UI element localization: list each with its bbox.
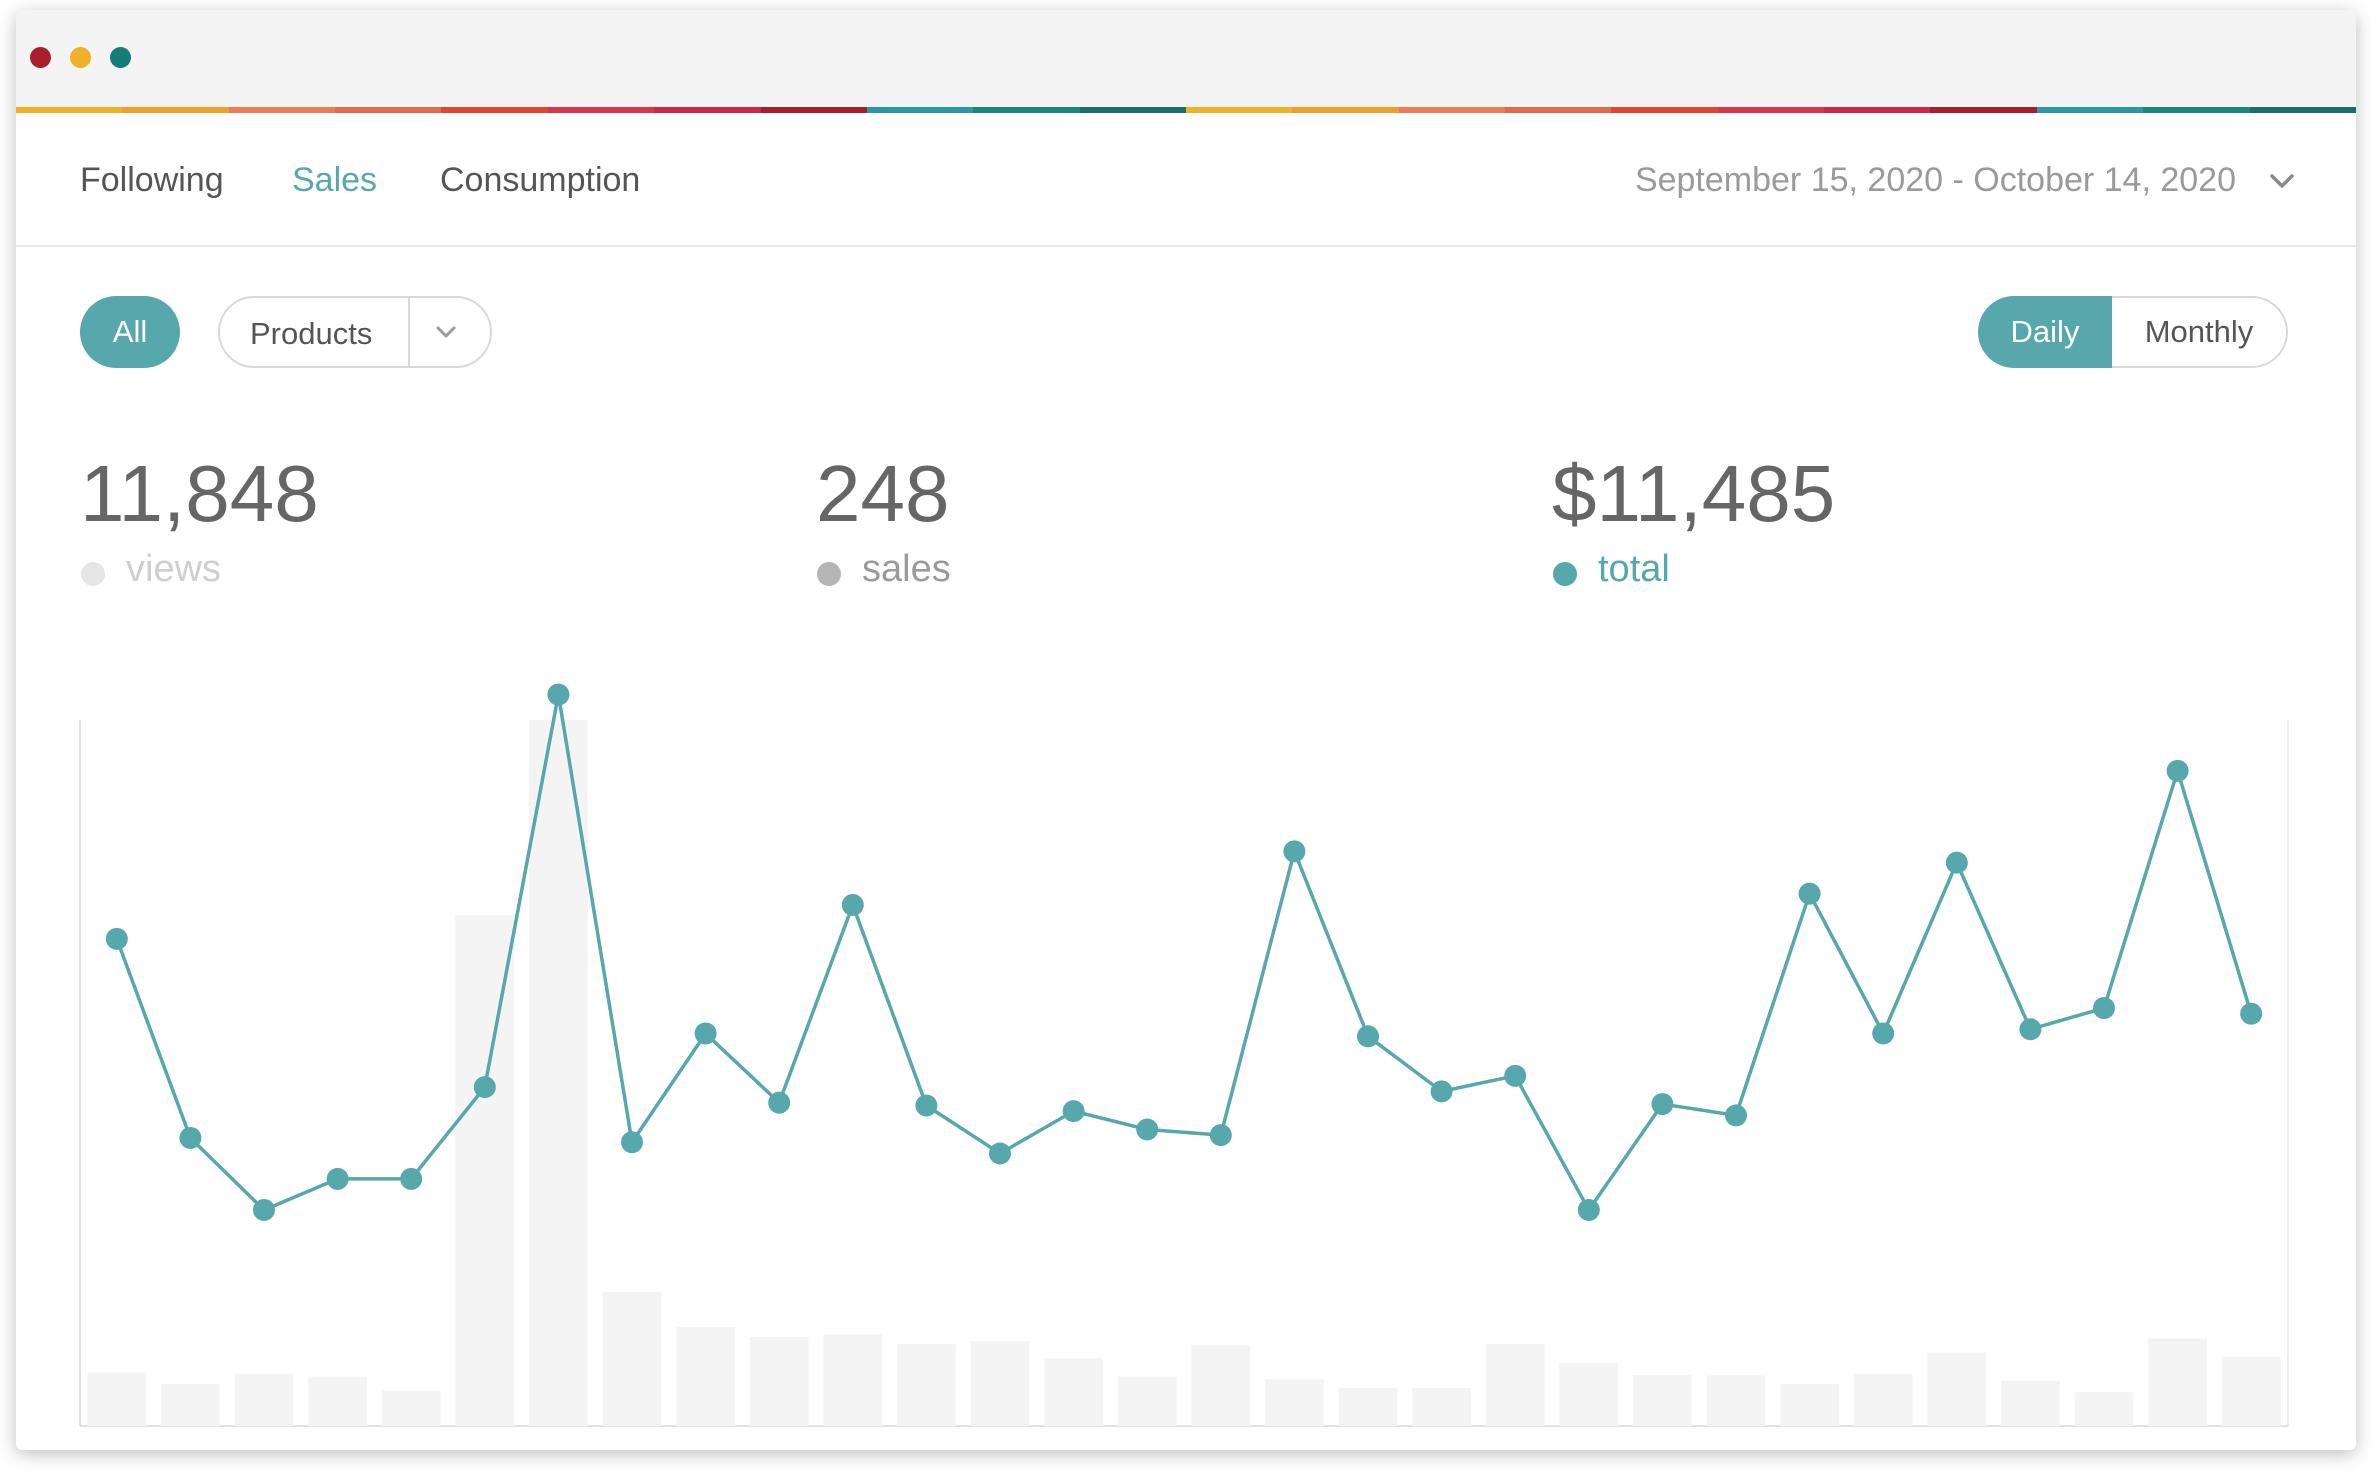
views-count: 11,848 (80, 449, 319, 538)
chart-bar (1044, 1358, 1104, 1426)
chart-point (1725, 1104, 1747, 1127)
chart-bar (234, 1373, 294, 1426)
chart-point (1062, 1100, 1085, 1123)
chart-bar (1191, 1345, 1251, 1426)
total-legend-dot (1553, 562, 1577, 586)
chart-point (253, 1198, 275, 1221)
dropdown-divider (408, 298, 410, 366)
chart-point (1872, 1022, 1895, 1045)
tab-consumption[interactable]: Consumption (440, 161, 641, 199)
period-monthly-button[interactable]: Monthly (2112, 296, 2288, 368)
chart-bar (381, 1390, 441, 1426)
chart-bar (602, 1291, 662, 1426)
tab-sales[interactable]: Sales (292, 161, 378, 199)
chart-bar (308, 1376, 368, 1426)
period-daily-button[interactable]: Daily (1978, 296, 2112, 368)
views-label: views (126, 548, 222, 590)
chart-point (2240, 1002, 2263, 1025)
chart-point (768, 1091, 791, 1114)
chart-series-line (115, 692, 2253, 1212)
chart-point (1945, 851, 1968, 874)
chart-point (989, 1142, 1011, 1165)
chevron-down-icon[interactable] (432, 318, 460, 346)
sales-legend-dot (817, 562, 841, 586)
chart-point (1209, 1124, 1232, 1147)
products-dropdown[interactable]: Products (218, 296, 492, 368)
chart-bar (970, 1341, 1030, 1426)
chart-bar (1927, 1352, 1987, 1426)
chart-point (1136, 1118, 1159, 1141)
close-icon[interactable] (30, 47, 51, 68)
chart-point (2093, 997, 2115, 1020)
title-bar (16, 10, 2356, 107)
app-window: Following Sales Consumption September 15… (16, 10, 2356, 1450)
chart-bar (160, 1383, 220, 1426)
chart-point (694, 1022, 717, 1045)
chart-point (841, 893, 864, 916)
chart-point (621, 1131, 643, 1154)
chart-bar (1412, 1387, 1472, 1426)
chart-point (1430, 1080, 1453, 1103)
chart-point (1504, 1064, 1527, 1087)
chart-bar (1485, 1344, 1545, 1426)
chart-bar (1706, 1375, 1766, 1426)
chart-bar (87, 1372, 147, 1426)
total-label: total (1598, 548, 1670, 590)
chart-point (400, 1167, 423, 1190)
chart-bar (896, 1344, 956, 1426)
chart-bar (749, 1337, 809, 1426)
chart-point (2019, 1018, 2042, 1041)
sales-chart (79, 683, 2289, 1427)
chart-point (473, 1076, 496, 1099)
filter-all-button[interactable]: All (80, 296, 180, 368)
views-legend-dot (81, 562, 105, 586)
chart-point (2166, 759, 2189, 782)
chart-bar (455, 914, 515, 1426)
tab-bar: Following Sales Consumption September 15… (16, 113, 2356, 247)
chart-bar (2148, 1338, 2208, 1426)
chart-point (326, 1167, 349, 1190)
chart-point (105, 927, 128, 950)
chart-bar (1632, 1375, 1692, 1426)
chart-bar (1780, 1383, 1840, 1426)
sales-label: sales (862, 548, 951, 590)
chevron-down-icon[interactable] (2266, 165, 2298, 197)
chart-point (1283, 840, 1306, 863)
chart-bar (1117, 1376, 1177, 1426)
chart-point (1651, 1093, 1674, 1116)
chart-point (179, 1126, 202, 1149)
tab-following[interactable]: Following (80, 161, 224, 199)
products-dropdown-label: Products (250, 316, 373, 351)
chart-bar (2000, 1380, 2060, 1426)
chart-point (1798, 882, 1821, 905)
total-amount: $11,485 (1552, 449, 1836, 538)
chart-bar (1853, 1373, 1913, 1426)
chart-bar (1559, 1362, 1619, 1426)
chart-bar (1264, 1379, 1324, 1426)
minimize-icon[interactable] (70, 47, 91, 68)
chart-bar (676, 1327, 736, 1426)
chart-bar (528, 720, 588, 1426)
chart-point (1577, 1198, 1600, 1221)
decorative-stripe (16, 107, 2356, 113)
chart-bar (1338, 1387, 1398, 1426)
maximize-icon[interactable] (110, 47, 131, 68)
chart-bar (2074, 1392, 2134, 1426)
chart-point (915, 1094, 938, 1117)
chart-bar (2221, 1356, 2281, 1426)
date-range-selector[interactable]: September 15, 2020 - October 14, 2020 (1634, 161, 2236, 199)
chart-point (547, 683, 570, 706)
chart-bar (823, 1334, 883, 1426)
sales-count: 248 (816, 449, 950, 538)
chart-point (1357, 1025, 1379, 1048)
